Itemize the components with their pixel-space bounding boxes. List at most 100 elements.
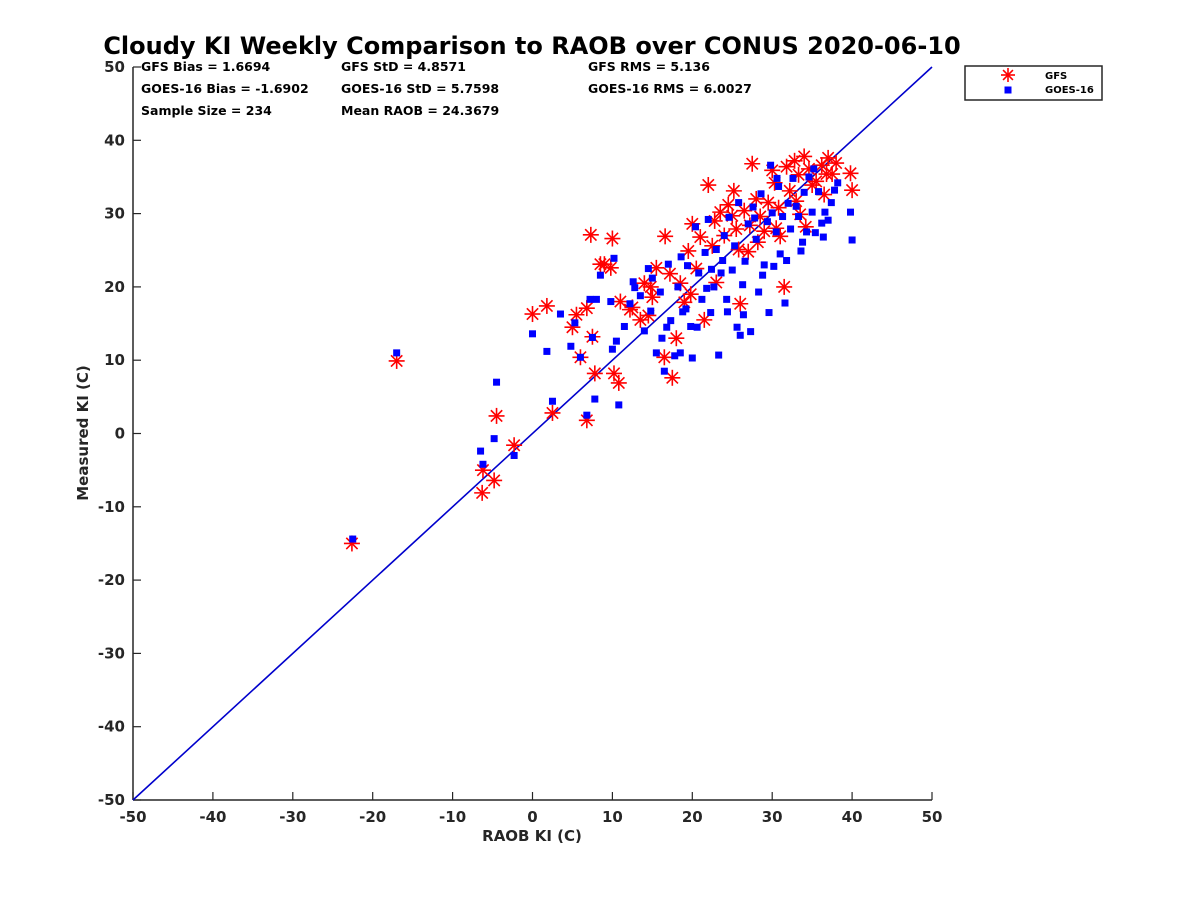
- goes16-point: [490, 435, 498, 443]
- goes16-point: [772, 228, 780, 236]
- goes16-point: [567, 342, 575, 350]
- goes16-point: [493, 378, 501, 386]
- legend-goes16-symbol: [1004, 86, 1012, 94]
- goes16-point: [767, 161, 775, 169]
- goes16-point: [640, 327, 648, 335]
- goes16-point: [693, 323, 701, 331]
- goes16-point: [818, 219, 826, 227]
- goes16-point: [736, 331, 744, 339]
- goes16-point: [763, 218, 771, 226]
- y-tick-label: -30: [98, 644, 125, 662]
- y-tick-label: 0: [115, 425, 125, 443]
- y-tick-label: 10: [104, 351, 125, 369]
- goes16-point: [719, 257, 727, 265]
- goes16-point: [629, 278, 637, 286]
- gfs-point: [612, 293, 629, 310]
- gfs-point: [586, 365, 603, 382]
- goes16-point: [349, 535, 357, 543]
- goes16-point: [792, 202, 800, 210]
- goes16-point: [728, 266, 736, 274]
- goes16-point: [779, 213, 787, 221]
- goes16-point: [703, 284, 711, 292]
- gfs-point: [596, 256, 613, 273]
- goes16-point: [741, 257, 749, 265]
- goes16-point: [695, 269, 703, 277]
- goes16-point: [592, 295, 600, 303]
- goes16-point: [803, 228, 811, 236]
- goes16-point: [789, 174, 797, 182]
- goes16-point: [765, 309, 773, 317]
- gfs-point: [486, 472, 503, 489]
- goes16-point: [658, 334, 666, 342]
- y-tick-label: 40: [104, 131, 125, 149]
- gfs-point: [700, 177, 717, 194]
- gfs-point: [756, 223, 773, 240]
- goes16-point: [586, 295, 594, 303]
- stat-sample-size: Sample Size = 234: [141, 103, 272, 118]
- gfs-point: [776, 278, 793, 295]
- gfs-point: [682, 286, 699, 303]
- goes16-point: [749, 203, 757, 211]
- gfs-point: [582, 226, 599, 243]
- goes16-point: [715, 351, 723, 359]
- gfs-point: [642, 278, 659, 295]
- gfs-point: [668, 330, 685, 347]
- legend: GFS GOES-16: [964, 65, 1103, 101]
- gfs-point: [744, 155, 761, 172]
- legend-goes16-marker: [1004, 86, 1012, 94]
- goes16-point: [677, 253, 685, 261]
- goes16-point: [477, 447, 485, 455]
- goes16-point: [731, 242, 739, 250]
- goes16-point: [684, 262, 692, 270]
- goes16-point: [648, 274, 656, 282]
- goes16-point: [735, 199, 743, 207]
- goes16-point: [799, 238, 807, 246]
- legend-gfs-marker: [1001, 68, 1015, 82]
- plot-area: [132, 66, 933, 801]
- y-tick-label: -50: [98, 791, 125, 809]
- goes16-point: [760, 261, 768, 269]
- gfs-point: [661, 265, 678, 282]
- goes16-point: [751, 214, 759, 222]
- goes16-point: [656, 288, 664, 296]
- goes16-point: [701, 248, 709, 256]
- goes16-point: [691, 223, 699, 231]
- goes16-point: [676, 349, 684, 357]
- goes16-point: [571, 319, 579, 327]
- goes16-point: [674, 283, 682, 291]
- stat-goes-rms: GOES-16 RMS = 6.0027: [588, 81, 752, 96]
- goes16-point: [615, 401, 623, 409]
- stat-gfs-rms: GFS RMS = 5.136: [588, 59, 710, 74]
- goes16-point: [612, 337, 620, 345]
- stat-goes-bias: GOES-16 Bias = -1.6902: [141, 81, 309, 96]
- gfs-point: [842, 165, 859, 182]
- goes16-point: [810, 165, 818, 173]
- stat-gfs-bias: GFS Bias = 1.6694: [141, 59, 271, 74]
- gfs-point: [720, 196, 737, 213]
- y-tick-label: -20: [98, 571, 125, 589]
- x-tick-label: -50: [119, 808, 146, 826]
- goes16-point: [588, 333, 596, 341]
- x-tick-label: -40: [199, 808, 226, 826]
- one-to-one-line: [132, 66, 933, 801]
- goes16-point: [759, 271, 767, 279]
- gfs-point: [544, 404, 561, 421]
- gfs-point: [657, 228, 674, 245]
- goes16-point: [548, 397, 556, 405]
- stat-mean-raob: Mean RAOB = 24.3679: [341, 103, 499, 118]
- gfs-point: [770, 199, 787, 216]
- y-tick-label: 50: [104, 58, 125, 76]
- x-tick-label: 0: [527, 808, 537, 826]
- goes16-point: [707, 265, 715, 273]
- goes16-point: [808, 208, 816, 216]
- goes16-point: [596, 271, 604, 279]
- goes16-point: [720, 232, 728, 240]
- goes16-point: [626, 300, 634, 308]
- goes16-point: [591, 395, 599, 403]
- goes16-point: [752, 235, 760, 243]
- goes16-point: [663, 323, 671, 331]
- y-tick-label: 20: [104, 278, 125, 296]
- gfs-point: [728, 220, 745, 237]
- goes16-point: [393, 349, 401, 357]
